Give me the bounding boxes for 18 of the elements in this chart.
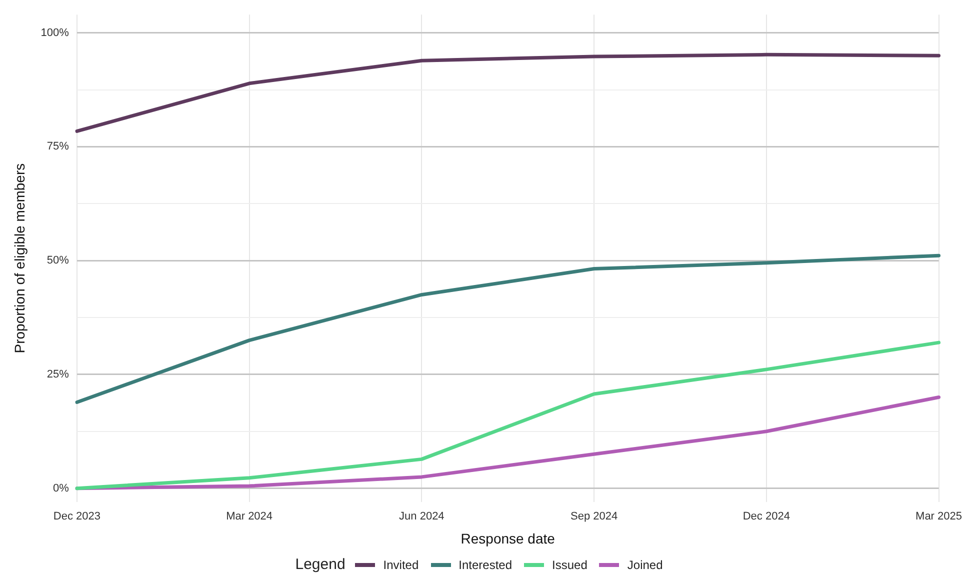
legend-label: Interested xyxy=(458,558,512,572)
x-axis-title: Response date xyxy=(460,530,556,546)
x-tick-label: Jun 2024 xyxy=(399,510,444,523)
legend-label: Joined xyxy=(627,558,663,572)
y-axis-title: Proportion of eligible members xyxy=(11,163,28,354)
x-tick-label: Mar 2024 xyxy=(226,510,273,523)
y-tick-label: 75% xyxy=(46,140,70,153)
y-tick-label: 100% xyxy=(40,26,70,39)
x-tick-label: Dec 2024 xyxy=(742,510,790,523)
y-tick-label: 50% xyxy=(46,254,70,267)
legend-title: Legend xyxy=(295,556,346,573)
x-tick-label: Sep 2024 xyxy=(570,510,618,523)
x-tick-label: Dec 2023 xyxy=(53,510,100,523)
legend-label: Issued xyxy=(552,558,588,572)
x-tick-label: Mar 2025 xyxy=(916,510,962,523)
y-tick-label: 0% xyxy=(53,482,70,494)
legend-label: Invited xyxy=(383,558,419,572)
y-tick-label: 25% xyxy=(46,368,70,380)
